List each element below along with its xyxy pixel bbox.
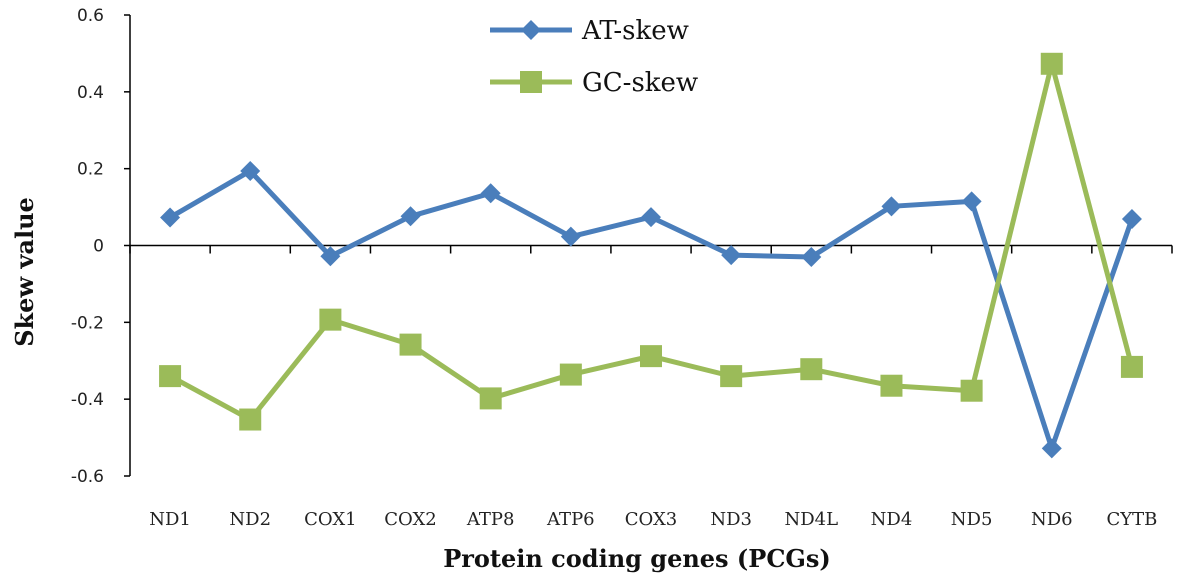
data-point <box>801 247 822 268</box>
y-tick-label: -0.4 <box>71 390 104 410</box>
data-point <box>160 207 181 228</box>
data-point <box>320 246 341 267</box>
y-axis: 0.6 0.4 0.2 0 -0.2 -0.4 -0.6 <box>71 6 131 487</box>
data-point <box>960 379 983 402</box>
y-tick-label: 0.6 <box>77 6 104 26</box>
x-axis-title: Protein coding genes (PCGs) <box>443 544 831 573</box>
data-point <box>640 345 662 368</box>
data-point <box>239 408 262 431</box>
data-point <box>240 160 261 181</box>
data-point <box>479 387 502 410</box>
data-point <box>881 196 902 217</box>
legend-entry: AT-skew <box>490 16 689 46</box>
data-point <box>399 333 422 356</box>
data-point <box>880 374 903 397</box>
data-point <box>1041 438 1062 459</box>
x-tick-label: CYTB <box>1106 509 1157 530</box>
data-point <box>1121 208 1142 229</box>
x-tick-label: ND5 <box>951 509 993 530</box>
data-point <box>559 363 582 386</box>
series-at-skew <box>160 160 1142 459</box>
legend-entry: GC-skew <box>490 68 698 98</box>
data-point <box>400 206 421 227</box>
y-tick-label: -0.2 <box>71 313 104 333</box>
data-point <box>961 191 982 212</box>
data-point <box>1120 355 1143 378</box>
y-tick-label: -0.6 <box>71 467 104 487</box>
x-tick-label: ND4 <box>871 509 913 530</box>
legend: AT-skew GC-skew <box>490 16 698 98</box>
legend-label: GC-skew <box>582 68 698 98</box>
data-point <box>1040 52 1063 75</box>
x-tick-label: ND3 <box>710 509 752 530</box>
y-tick-label: 0.4 <box>77 83 104 103</box>
x-tick-label: ND1 <box>149 509 191 530</box>
data-point <box>319 308 342 331</box>
data-point <box>641 207 661 228</box>
data-point <box>720 365 743 388</box>
x-tick-label: COX3 <box>625 509 677 530</box>
legend-marker <box>521 20 541 40</box>
x-tick-label: ND2 <box>229 509 271 530</box>
legend-label: AT-skew <box>581 16 689 46</box>
x-tick-label: COX1 <box>304 509 356 530</box>
data-point <box>560 226 581 247</box>
x-tick-label: ND6 <box>1031 509 1073 530</box>
data-point <box>800 358 823 381</box>
x-tick-label: ATP8 <box>466 509 515 530</box>
y-tick-label: 0 <box>93 237 104 257</box>
x-axis: ND1 ND2 COX1 COX2 ATP8 ATP6 COX3 ND3 ND4L ND4 ND5 N… <box>129 244 1173 530</box>
series-gc-skew <box>159 52 1143 431</box>
y-tick-label: 0.2 <box>77 160 104 180</box>
legend-marker <box>520 71 542 93</box>
x-tick-label: ATP6 <box>546 509 595 530</box>
data-point <box>480 183 501 204</box>
x-tick-label: COX2 <box>384 509 436 530</box>
data-point <box>159 365 182 388</box>
series-layer <box>159 52 1143 459</box>
data-point <box>721 245 742 266</box>
x-tick-label: ND4L <box>785 509 839 530</box>
y-axis-title: Skew value <box>10 197 39 347</box>
